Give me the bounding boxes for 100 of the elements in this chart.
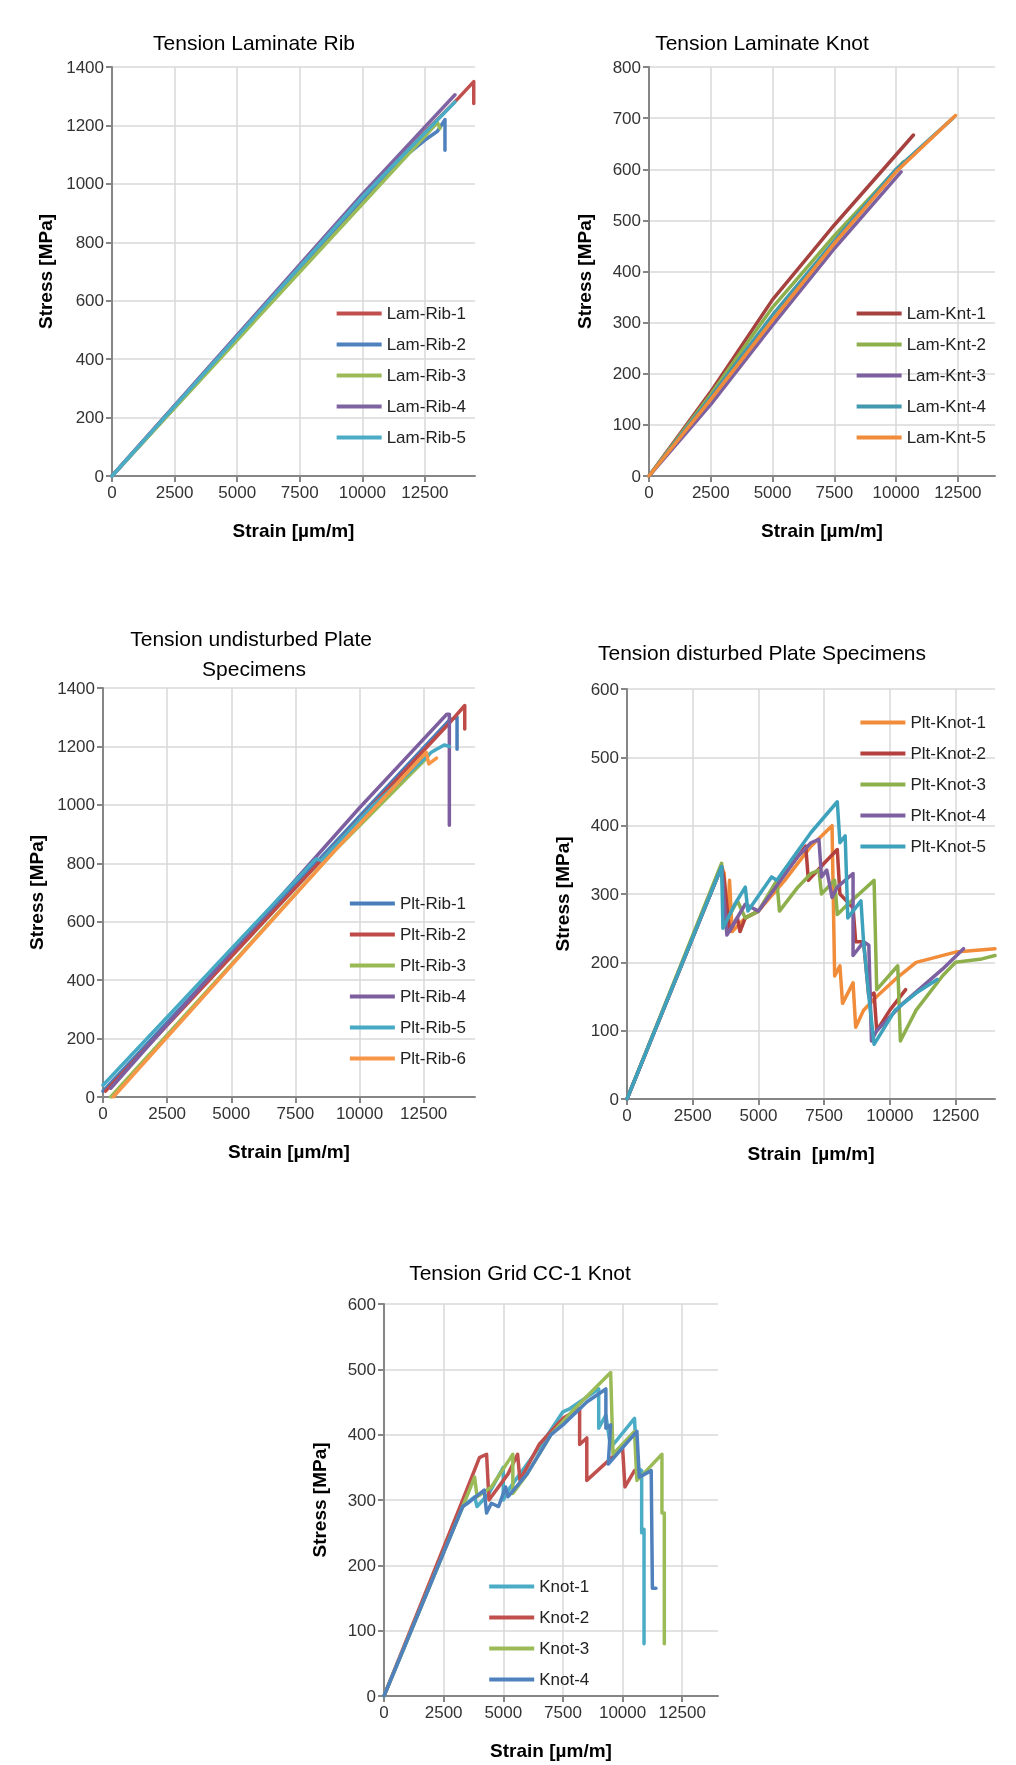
legend-label: Lam-Knt-4 — [906, 397, 987, 416]
chart-title: Tension Laminate Rib — [153, 30, 355, 54]
y-tick-label: 600 — [66, 912, 95, 932]
y-axis-title: Stress [MPa] — [552, 836, 573, 952]
y-tick-label: 1200 — [57, 736, 95, 756]
y-tick-label: 1200 — [66, 115, 104, 135]
y-axis-title: Stress [MPa] — [26, 834, 48, 951]
legend-label: Lam-Rib-4 — [386, 397, 466, 416]
legend-label: Plt-Rib-4 — [399, 987, 466, 1006]
legend-label: Lam-Rib-3 — [386, 366, 466, 385]
legend-label: Knot-4 — [539, 1670, 590, 1689]
legend-label: Lam-Rib-2 — [386, 335, 466, 354]
y-tick-label: 800 — [75, 232, 104, 252]
y-tick-label: 600 — [347, 1294, 376, 1314]
chart-title: Tension Laminate Knot — [655, 30, 869, 54]
legend-label: Knot-3 — [539, 1639, 590, 1658]
y-tick-label: 1400 — [66, 57, 104, 77]
x-tick-label: 10000 — [598, 1703, 647, 1722]
y-tick-label: 0 — [609, 1089, 619, 1109]
x-tick-label: 10000 — [335, 1104, 384, 1123]
y-tick-label: 600 — [612, 159, 641, 179]
legend-label: Knot-1 — [539, 1577, 590, 1596]
legend-label: Plt-Knot-5 — [910, 837, 987, 856]
y-tick-label: 400 — [612, 262, 641, 281]
legend-label: Plt-Rib-3 — [399, 956, 466, 975]
x-tick-label: 5000 — [739, 1106, 778, 1125]
legend-label: Plt-Knot-4 — [910, 806, 987, 825]
legend-label: Plt-Rib-6 — [399, 1049, 466, 1068]
y-axis-title: Stress [MPa] — [35, 213, 57, 330]
x-tick-label: 12500 — [658, 1703, 706, 1722]
chart-title: Tension disturbed Plate Specimens — [597, 640, 927, 664]
y-tick-label: 700 — [612, 108, 641, 128]
x-tick-label: 10000 — [872, 483, 920, 502]
x-tick-label: 5000 — [212, 1104, 251, 1123]
x-tick-label: 7500 — [280, 483, 319, 502]
y-tick-label: 400 — [347, 1425, 376, 1445]
x-tick-label: 0 — [107, 483, 117, 502]
x-tick-label: 2500 — [673, 1106, 712, 1125]
x-tick-label: 5000 — [484, 1703, 523, 1722]
x-tick-label: 7500 — [276, 1104, 315, 1123]
x-tick-label: 12500 — [401, 483, 449, 502]
y-tick-label: 400 — [590, 816, 619, 836]
y-axis-title: Stress [MPa] — [574, 213, 595, 330]
y-tick-label: 600 — [75, 291, 104, 311]
y-tick-label: 1000 — [66, 174, 104, 194]
legend-label: Lam-Knt-2 — [906, 335, 987, 354]
legend-label: Knot-2 — [539, 1608, 590, 1627]
x-tick-label: 2500 — [155, 483, 194, 502]
y-tick-label: 1000 — [57, 795, 95, 815]
legend-label: Plt-Knot-1 — [910, 713, 987, 732]
legend-label: Lam-Rib-1 — [386, 304, 466, 323]
x-tick-label: 5000 — [753, 483, 792, 502]
y-tick-label: 400 — [66, 970, 95, 990]
x-axis-title: Strain [µm/m] — [761, 520, 883, 541]
x-axis-title: Strain [µm/m] — [490, 1740, 612, 1761]
x-tick-label: 7500 — [805, 1106, 844, 1125]
legend-label: Plt-Rib-5 — [399, 1018, 466, 1037]
y-tick-label: 500 — [612, 210, 641, 230]
y-tick-label: 100 — [590, 1021, 619, 1041]
y-tick-label: 400 — [75, 349, 104, 369]
y-tick-label: 0 — [366, 1686, 376, 1706]
y-tick-label: 200 — [612, 364, 641, 384]
x-tick-label: 12500 — [931, 1106, 980, 1125]
x-tick-label: 2500 — [691, 483, 730, 502]
chart-title: Tension undisturbed Plate Specimens — [130, 626, 378, 680]
y-tick-label: 800 — [612, 57, 641, 77]
x-tick-label: 2500 — [148, 1104, 187, 1123]
y-tick-label: 200 — [347, 1555, 376, 1575]
y-tick-label: 500 — [590, 747, 619, 767]
x-tick-label: 12500 — [400, 1104, 448, 1123]
x-tick-label: 5000 — [218, 483, 257, 502]
x-axis-title: Strain [µm/m] — [228, 1141, 350, 1162]
x-tick-label: 10000 — [338, 483, 386, 502]
x-tick-label: 7500 — [544, 1703, 582, 1722]
chart-title: Tension Grid CC-1 Knot — [409, 1260, 632, 1284]
x-tick-label: 7500 — [815, 483, 854, 502]
y-tick-label: 200 — [66, 1029, 95, 1049]
y-tick-label: 1400 — [57, 678, 95, 698]
legend-label: Lam-Knt-3 — [906, 366, 987, 385]
y-tick-label: 200 — [75, 408, 104, 428]
y-tick-label: 0 — [631, 466, 641, 486]
legend-label: Lam-Knt-5 — [906, 428, 987, 447]
legend-label: Lam-Knt-1 — [906, 304, 987, 323]
x-tick-label: 10000 — [866, 1106, 914, 1125]
y-axis-title: Stress [MPa] — [309, 1442, 330, 1558]
x-axis-title: Strain [µm/m] — [232, 520, 355, 541]
x-axis-title: Strain [µm/m] — [747, 1143, 875, 1164]
x-tick-label: 12500 — [934, 483, 982, 502]
y-tick-label: 500 — [347, 1359, 376, 1379]
y-tick-label: 800 — [66, 853, 95, 873]
x-tick-label: 0 — [644, 483, 654, 502]
y-tick-label: 100 — [612, 415, 641, 435]
y-tick-label: 300 — [347, 1490, 376, 1510]
legend-label: Plt-Knot-3 — [910, 775, 987, 794]
y-tick-label: 100 — [347, 1621, 376, 1641]
y-tick-label: 0 — [85, 1087, 95, 1107]
legend-label: Plt-Rib-2 — [399, 925, 466, 944]
legend-label: Plt-Knot-2 — [910, 744, 987, 763]
legend-label: Plt-Rib-1 — [399, 894, 466, 913]
x-tick-label: 0 — [379, 1703, 389, 1722]
